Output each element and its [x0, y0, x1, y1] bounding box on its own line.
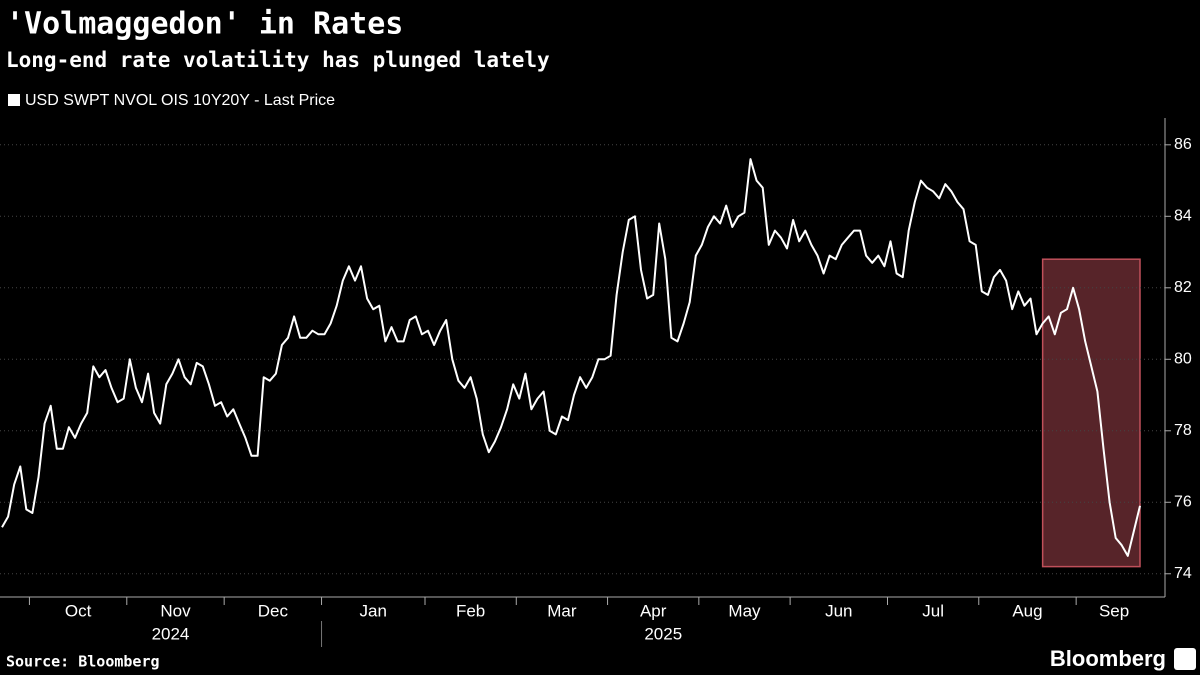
x-tick-label: May	[728, 601, 761, 620]
x-tick-label: Oct	[65, 601, 92, 620]
legend-label: USD SWPT NVOL OIS 10Y20Y - Last Price	[25, 92, 335, 109]
x-tick-label: Apr	[640, 601, 667, 620]
x-tick-label: Nov	[160, 601, 191, 620]
year-label: 2024	[152, 624, 190, 643]
chart-title: 'Volmaggedon' in Rates	[6, 7, 403, 42]
y-tick-label: 86	[1174, 136, 1192, 153]
y-tick-label: 84	[1174, 208, 1192, 225]
y-tick-label: 80	[1174, 351, 1192, 368]
chart-subtitle: Long-end rate volatility has plunged lat…	[6, 48, 550, 72]
x-tick-label: Mar	[547, 601, 577, 620]
highlight-box	[1041, 258, 1141, 568]
series-line	[1, 158, 1141, 557]
y-tick-label: 78	[1174, 422, 1192, 439]
y-tick-label: 82	[1174, 279, 1192, 296]
x-tick-label: Sep	[1099, 601, 1129, 620]
x-tick-label: Jun	[825, 601, 852, 620]
y-tick-label: 74	[1174, 565, 1192, 582]
y-tick-label: 76	[1174, 493, 1192, 510]
x-tick-label: Feb	[456, 601, 485, 620]
legend-swatch	[8, 94, 20, 106]
x-tick-label: Dec	[258, 601, 289, 620]
brand: Bloomberg	[1050, 646, 1166, 671]
x-tick-label: Jul	[922, 601, 944, 620]
x-tick-label: Aug	[1012, 601, 1042, 620]
x-tick-label: Jan	[360, 601, 387, 620]
brand-icon	[1174, 648, 1196, 670]
year-label: 2025	[644, 624, 682, 643]
source: Source: Bloomberg	[6, 653, 160, 671]
